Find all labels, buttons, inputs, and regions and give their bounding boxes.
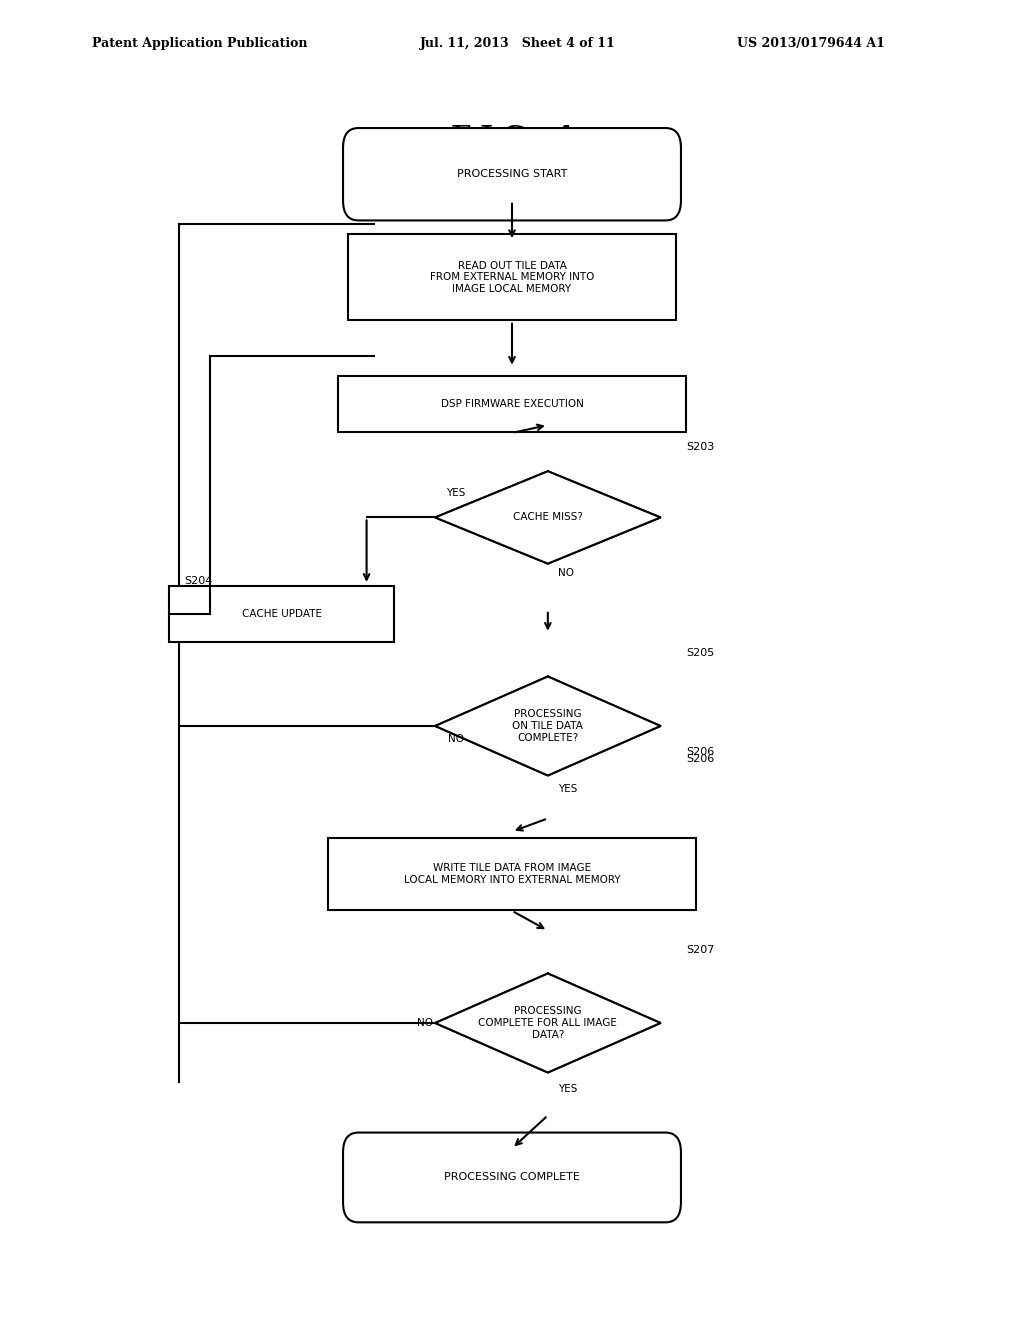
Text: S204: S204 xyxy=(184,576,213,586)
Text: S203: S203 xyxy=(686,442,715,453)
Text: PROCESSING
COMPLETE FOR ALL IMAGE
DATA?: PROCESSING COMPLETE FOR ALL IMAGE DATA? xyxy=(478,1006,617,1040)
Text: Patent Application Publication: Patent Application Publication xyxy=(92,37,307,50)
Polygon shape xyxy=(435,471,660,564)
Text: YES: YES xyxy=(558,1084,578,1094)
Text: CACHE UPDATE: CACHE UPDATE xyxy=(242,609,322,619)
Text: PROCESSING
ON TILE DATA
COMPLETE?: PROCESSING ON TILE DATA COMPLETE? xyxy=(512,709,584,743)
Text: NO: NO xyxy=(447,734,464,744)
Text: PROCESSING COMPLETE: PROCESSING COMPLETE xyxy=(444,1172,580,1183)
Text: Jul. 11, 2013   Sheet 4 of 11: Jul. 11, 2013 Sheet 4 of 11 xyxy=(420,37,615,50)
Text: CACHE MISS?: CACHE MISS? xyxy=(513,512,583,523)
Text: US 2013/0179644 A1: US 2013/0179644 A1 xyxy=(737,37,885,50)
Text: F I G.  4: F I G. 4 xyxy=(451,125,573,152)
Text: DSP FIRMWARE EXECUTION: DSP FIRMWARE EXECUTION xyxy=(440,399,584,409)
Text: S206: S206 xyxy=(686,747,715,758)
Text: S207: S207 xyxy=(686,945,715,956)
Bar xyxy=(338,376,686,432)
Text: YES: YES xyxy=(558,784,578,795)
Text: WRITE TILE DATA FROM IMAGE
LOCAL MEMORY INTO EXTERNAL MEMORY: WRITE TILE DATA FROM IMAGE LOCAL MEMORY … xyxy=(403,863,621,884)
Text: READ OUT TILE DATA
FROM EXTERNAL MEMORY INTO
IMAGE LOCAL MEMORY: READ OUT TILE DATA FROM EXTERNAL MEMORY … xyxy=(430,260,594,294)
Text: YES: YES xyxy=(446,487,465,498)
Text: S206: S206 xyxy=(686,754,715,764)
Text: PROCESSING START: PROCESSING START xyxy=(457,169,567,180)
Bar xyxy=(328,837,696,911)
Text: S205: S205 xyxy=(686,648,715,659)
Bar xyxy=(169,586,394,642)
Text: NO: NO xyxy=(417,1018,433,1028)
Polygon shape xyxy=(435,974,660,1072)
Bar xyxy=(348,235,676,319)
Text: NO: NO xyxy=(558,568,574,578)
FancyBboxPatch shape xyxy=(343,128,681,220)
Polygon shape xyxy=(435,676,660,776)
FancyBboxPatch shape xyxy=(343,1133,681,1222)
